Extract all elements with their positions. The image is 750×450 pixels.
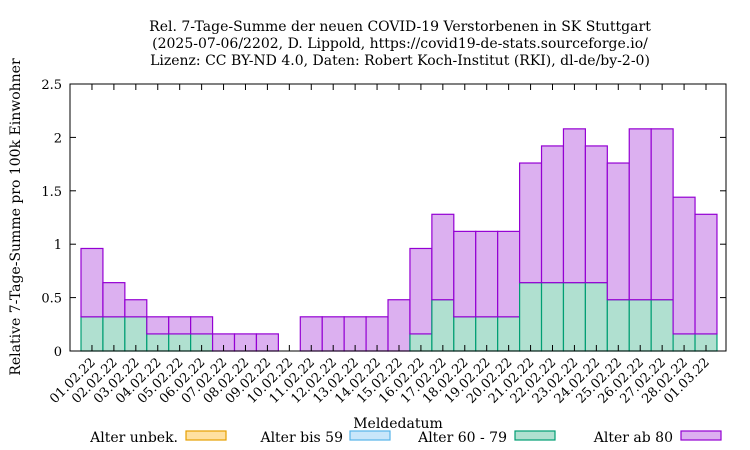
bar-alter-60-79-21.02.22 <box>518 282 543 352</box>
plot-frame <box>69 83 727 352</box>
legend-item-alter-60-79: Alter 60 - 79 <box>417 430 556 446</box>
y-tick-label: 1 <box>54 238 62 253</box>
legend-item-alter-bis-59: Alter bis 59 <box>259 430 391 446</box>
bar-alter-ab-80-21.02.22 <box>518 162 543 284</box>
y-tick-label: 2 <box>54 131 62 146</box>
bar-alter-ab-80-02.02.22 <box>102 282 126 318</box>
bar-alter-ab-80-04.02.22 <box>146 316 170 335</box>
title-line-3: Lizenz: CC BY-ND 4.0, Daten: Robert Koch… <box>150 53 650 69</box>
bar-alter-ab-80-28.02.22 <box>672 196 696 335</box>
y-axis-label: Relative 7-Tage-Summe pro 100k Einwohner <box>8 58 24 376</box>
y-tick-label: 0.5 <box>41 292 62 307</box>
bar-alter-ab-80-05.02.22 <box>168 316 192 335</box>
bar-alter-60-79-24.02.22 <box>584 282 608 352</box>
chart-title: Rel. 7-Tage-Summe der neuen COVID-19 Ver… <box>149 19 651 69</box>
y-tick-label: 2.5 <box>41 78 62 93</box>
legend-label: Alter bis 59 <box>259 430 343 446</box>
bar-alter-ab-80-16.02.22 <box>409 247 433 335</box>
bar-alter-ab-80-26.02.22 <box>628 128 652 301</box>
bar-alter-ab-80-24.02.22 <box>584 145 608 284</box>
title-line-2: (2025-07-06/2202, D. Lippold, https://co… <box>152 36 648 52</box>
bar-alter-ab-80-03.02.22 <box>124 299 148 318</box>
bar-alter-ab-80-25.02.22 <box>606 162 630 301</box>
bars <box>80 128 718 352</box>
bar-alter-ab-80-17.02.22 <box>431 213 455 301</box>
bar-alter-60-79-22.02.22 <box>540 282 565 352</box>
legend-item-alter-ab-80: Alter ab 80 <box>593 430 722 446</box>
legend-label: Alter ab 80 <box>593 430 673 446</box>
bar-alter-ab-80-22.02.22 <box>540 145 565 284</box>
x-axis-label: Meldedatum <box>353 416 443 432</box>
bar-alter-60-79-27.02.22 <box>650 299 674 352</box>
y-tick-label: 1.5 <box>41 185 62 200</box>
legend: Alter unbek. Alter bis 59 Alter 60 - 79 Alt… <box>89 430 722 446</box>
bar-alter-ab-80-27.02.22 <box>650 128 674 301</box>
bar-alter-ab-80-06.02.22 <box>190 316 214 335</box>
legend-swatch <box>680 430 722 441</box>
title-line-1: Rel. 7-Tage-Summe der neuen COVID-19 Ver… <box>149 19 651 35</box>
legend-swatch <box>349 430 391 441</box>
bar-alter-60-79-23.02.22 <box>562 282 586 352</box>
bar-alter-60-79-25.02.22 <box>606 299 630 352</box>
bar-alter-ab-80-20.02.22 <box>497 230 521 318</box>
bar-alter-ab-80-23.02.22 <box>562 128 586 284</box>
bar-alter-60-79-17.02.22 <box>431 299 455 352</box>
y-axis: 0 0.5 1 1.5 2 2.5 <box>41 78 726 360</box>
y-tick-label: 0 <box>54 345 62 360</box>
bar-alter-ab-80-01.02.22 <box>80 247 104 318</box>
bar-alter-ab-80-18.02.22 <box>453 230 477 318</box>
bar-alter-ab-80-19.02.22 <box>475 230 499 318</box>
legend-swatch <box>185 430 227 441</box>
bar-alter-ab-80-01.03.22 <box>694 213 718 335</box>
legend-label: Alter 60 - 79 <box>417 430 507 446</box>
legend-label: Alter unbek. <box>89 430 178 446</box>
legend-swatch <box>514 430 556 441</box>
legend-item-alter-unbek-: Alter unbek. <box>89 430 227 446</box>
bar-alter-60-79-26.02.22 <box>628 299 652 352</box>
bar-alter-ab-80-15.02.22 <box>387 299 411 352</box>
